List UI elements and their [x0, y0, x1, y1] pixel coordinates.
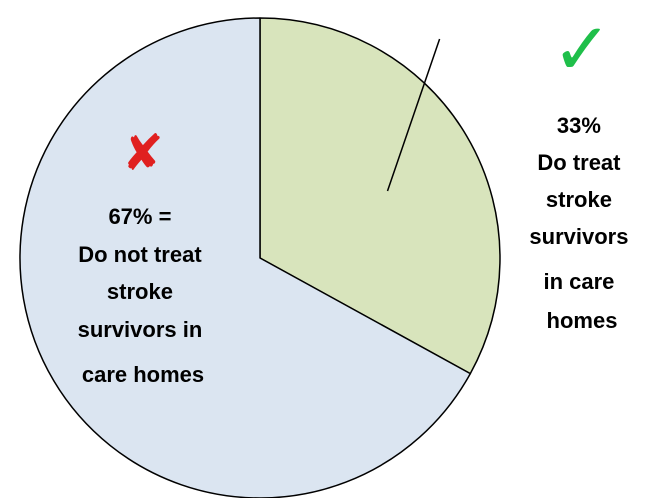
- slice-67-label-line-3: stroke: [107, 279, 173, 304]
- slice-67-label-line-5: care homes: [82, 362, 204, 387]
- cross-icon: ✘: [122, 124, 164, 182]
- check-icon: ✓: [552, 7, 612, 91]
- slice-33-label: 33% Do treat stroke survivors in care ho…: [529, 113, 634, 333]
- slice-67-label-line-4: survivors in: [78, 317, 203, 342]
- slice-33-leader-line: [386, 38, 441, 192]
- slice-33-label-line-5: in care: [543, 269, 614, 294]
- slice-33-label-line-4: survivors: [529, 224, 628, 249]
- slice-33-label-line-1: 33%: [557, 113, 601, 138]
- pie-slice-33: [259, 17, 501, 375]
- pie-slices: [19, 17, 501, 498]
- slice-33-label-line-6: homes: [547, 308, 618, 333]
- slice-67-label-line-1: 67% =: [108, 204, 171, 229]
- pie-slice-67: [19, 17, 472, 498]
- slice-67-label: 67% = Do not treat stroke survivors in c…: [78, 204, 209, 387]
- slice-67-label-line-2: Do not treat: [78, 242, 202, 267]
- slice-33-label-line-2: Do treat: [537, 150, 621, 175]
- slice-33-label-line-3: stroke: [546, 187, 612, 212]
